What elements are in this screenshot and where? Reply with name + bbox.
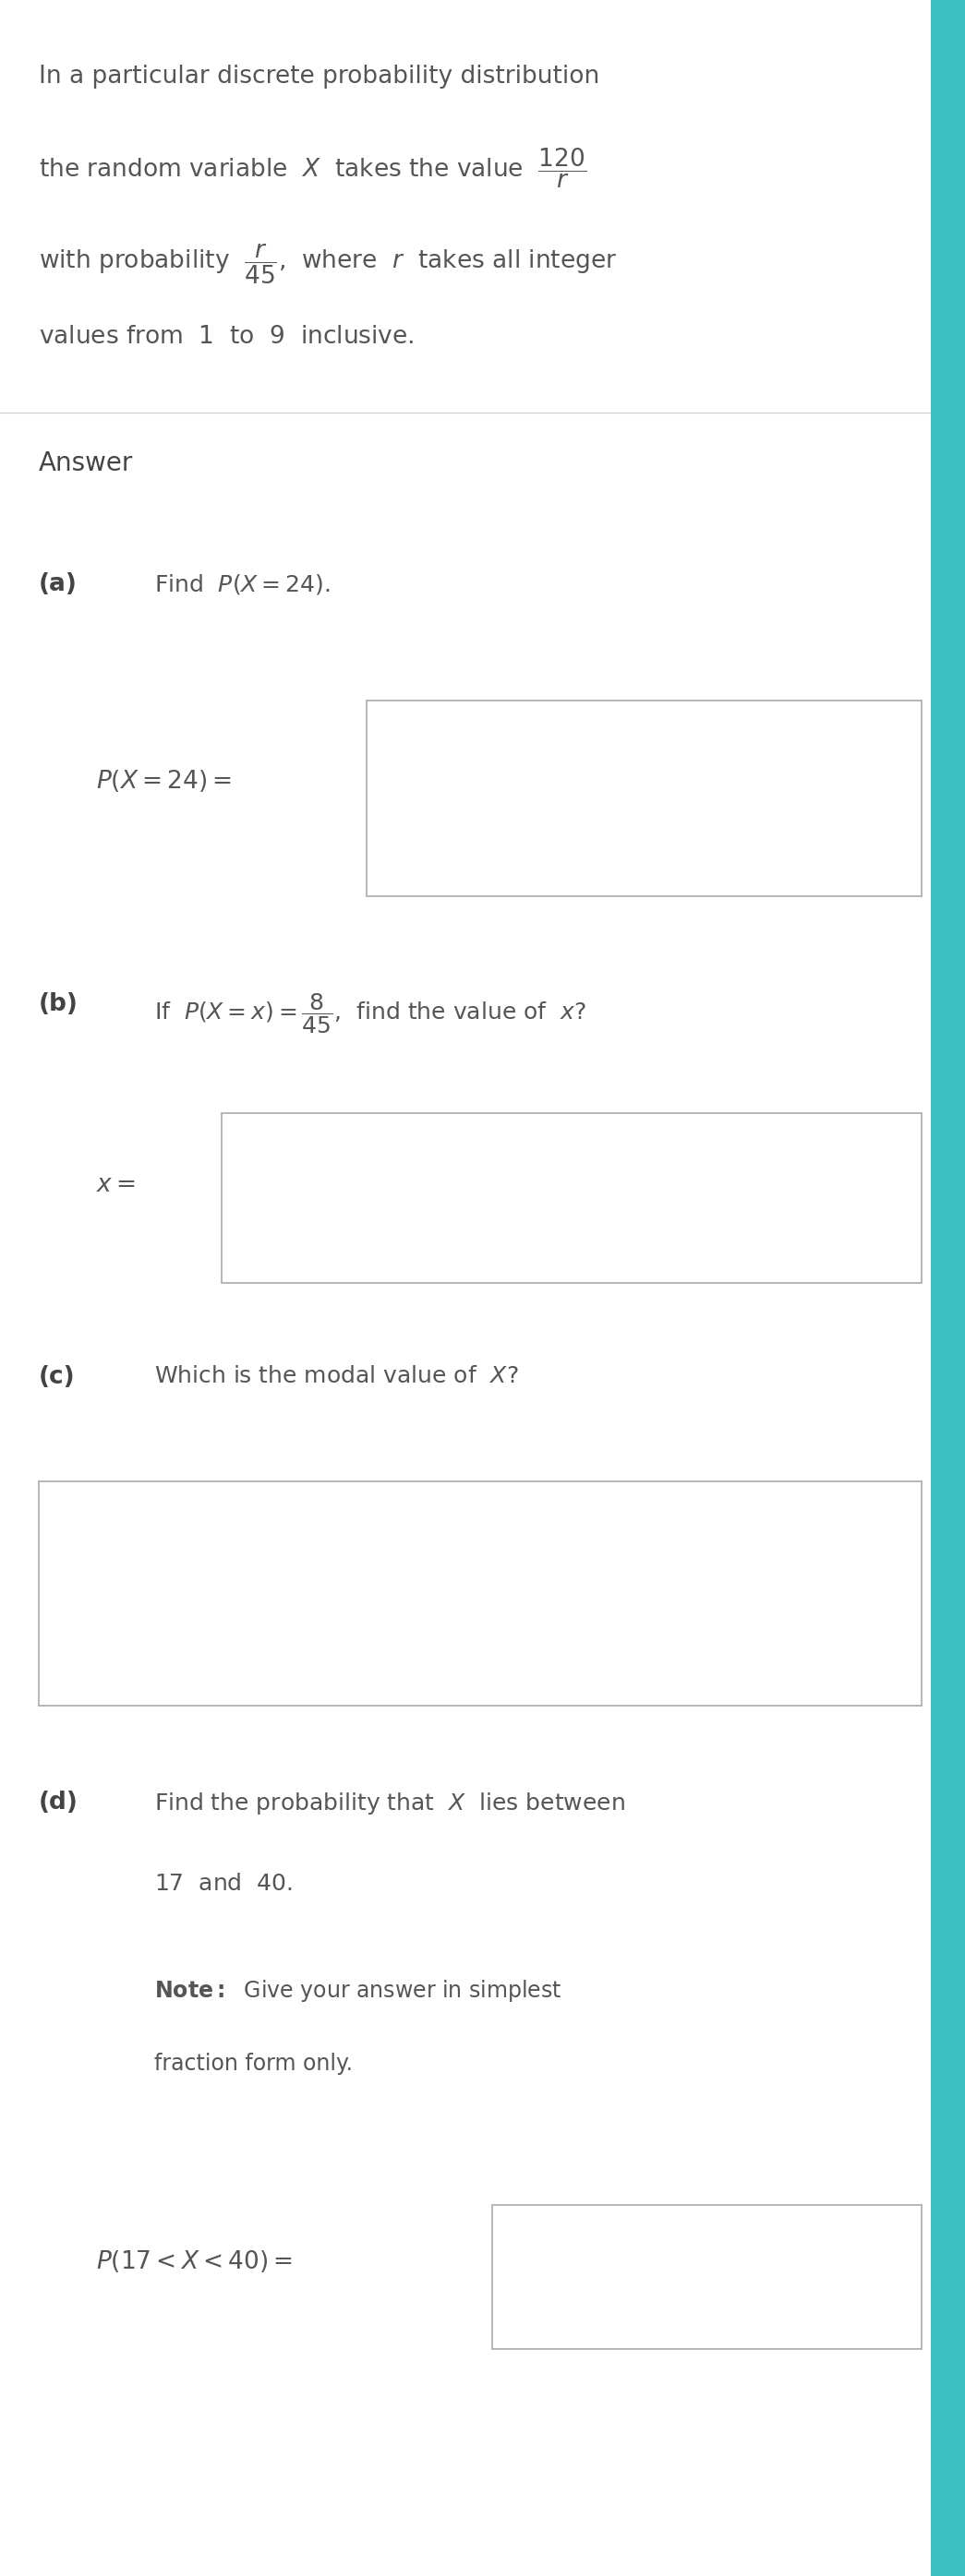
Text: $17$  and  $40$.: $17$ and $40$. — [154, 1873, 292, 1896]
Text: $P(X = 24) =$: $P(X = 24) =$ — [96, 768, 233, 793]
FancyBboxPatch shape — [39, 1481, 922, 1705]
Text: values from  $1$  to  $9$  inclusive.: values from $1$ to $9$ inclusive. — [39, 325, 414, 348]
Text: $x =$: $x =$ — [96, 1172, 136, 1198]
Text: $P(17 < X < 40) =$: $P(17 < X < 40) =$ — [96, 2249, 293, 2275]
Text: In a particular discrete probability distribution: In a particular discrete probability dis… — [39, 64, 599, 88]
Text: Find the probability that  $X$  lies between: Find the probability that $X$ lies betwe… — [154, 1790, 625, 1816]
FancyBboxPatch shape — [492, 2205, 922, 2349]
Text: (a): (a) — [39, 572, 77, 595]
Text: fraction form only.: fraction form only. — [154, 2053, 353, 2076]
Text: (b): (b) — [39, 992, 78, 1015]
Text: Find  $P(X = 24)$.: Find $P(X = 24)$. — [154, 572, 330, 595]
FancyBboxPatch shape — [367, 701, 922, 896]
Text: Which is the modal value of  $X$?: Which is the modal value of $X$? — [154, 1365, 519, 1388]
Text: $\mathbf{Note:}$  Give your answer in simplest: $\mathbf{Note:}$ Give your answer in sim… — [154, 1978, 562, 2004]
FancyBboxPatch shape — [222, 1113, 922, 1283]
Text: (c): (c) — [39, 1365, 75, 1388]
Text: with probability  $\dfrac{r}{45}$,  where  $r$  takes all integer: with probability $\dfrac{r}{45}$, where … — [39, 242, 617, 286]
Text: If  $P(X = x) = \dfrac{8}{45}$,  find the value of  $x$?: If $P(X = x) = \dfrac{8}{45}$, find the … — [154, 992, 586, 1036]
Text: Answer: Answer — [39, 451, 133, 477]
Text: (d): (d) — [39, 1790, 78, 1814]
Bar — [931, 0, 965, 2576]
Text: the random variable  $X$  takes the value  $\dfrac{120}{r}$: the random variable $X$ takes the value … — [39, 147, 587, 191]
